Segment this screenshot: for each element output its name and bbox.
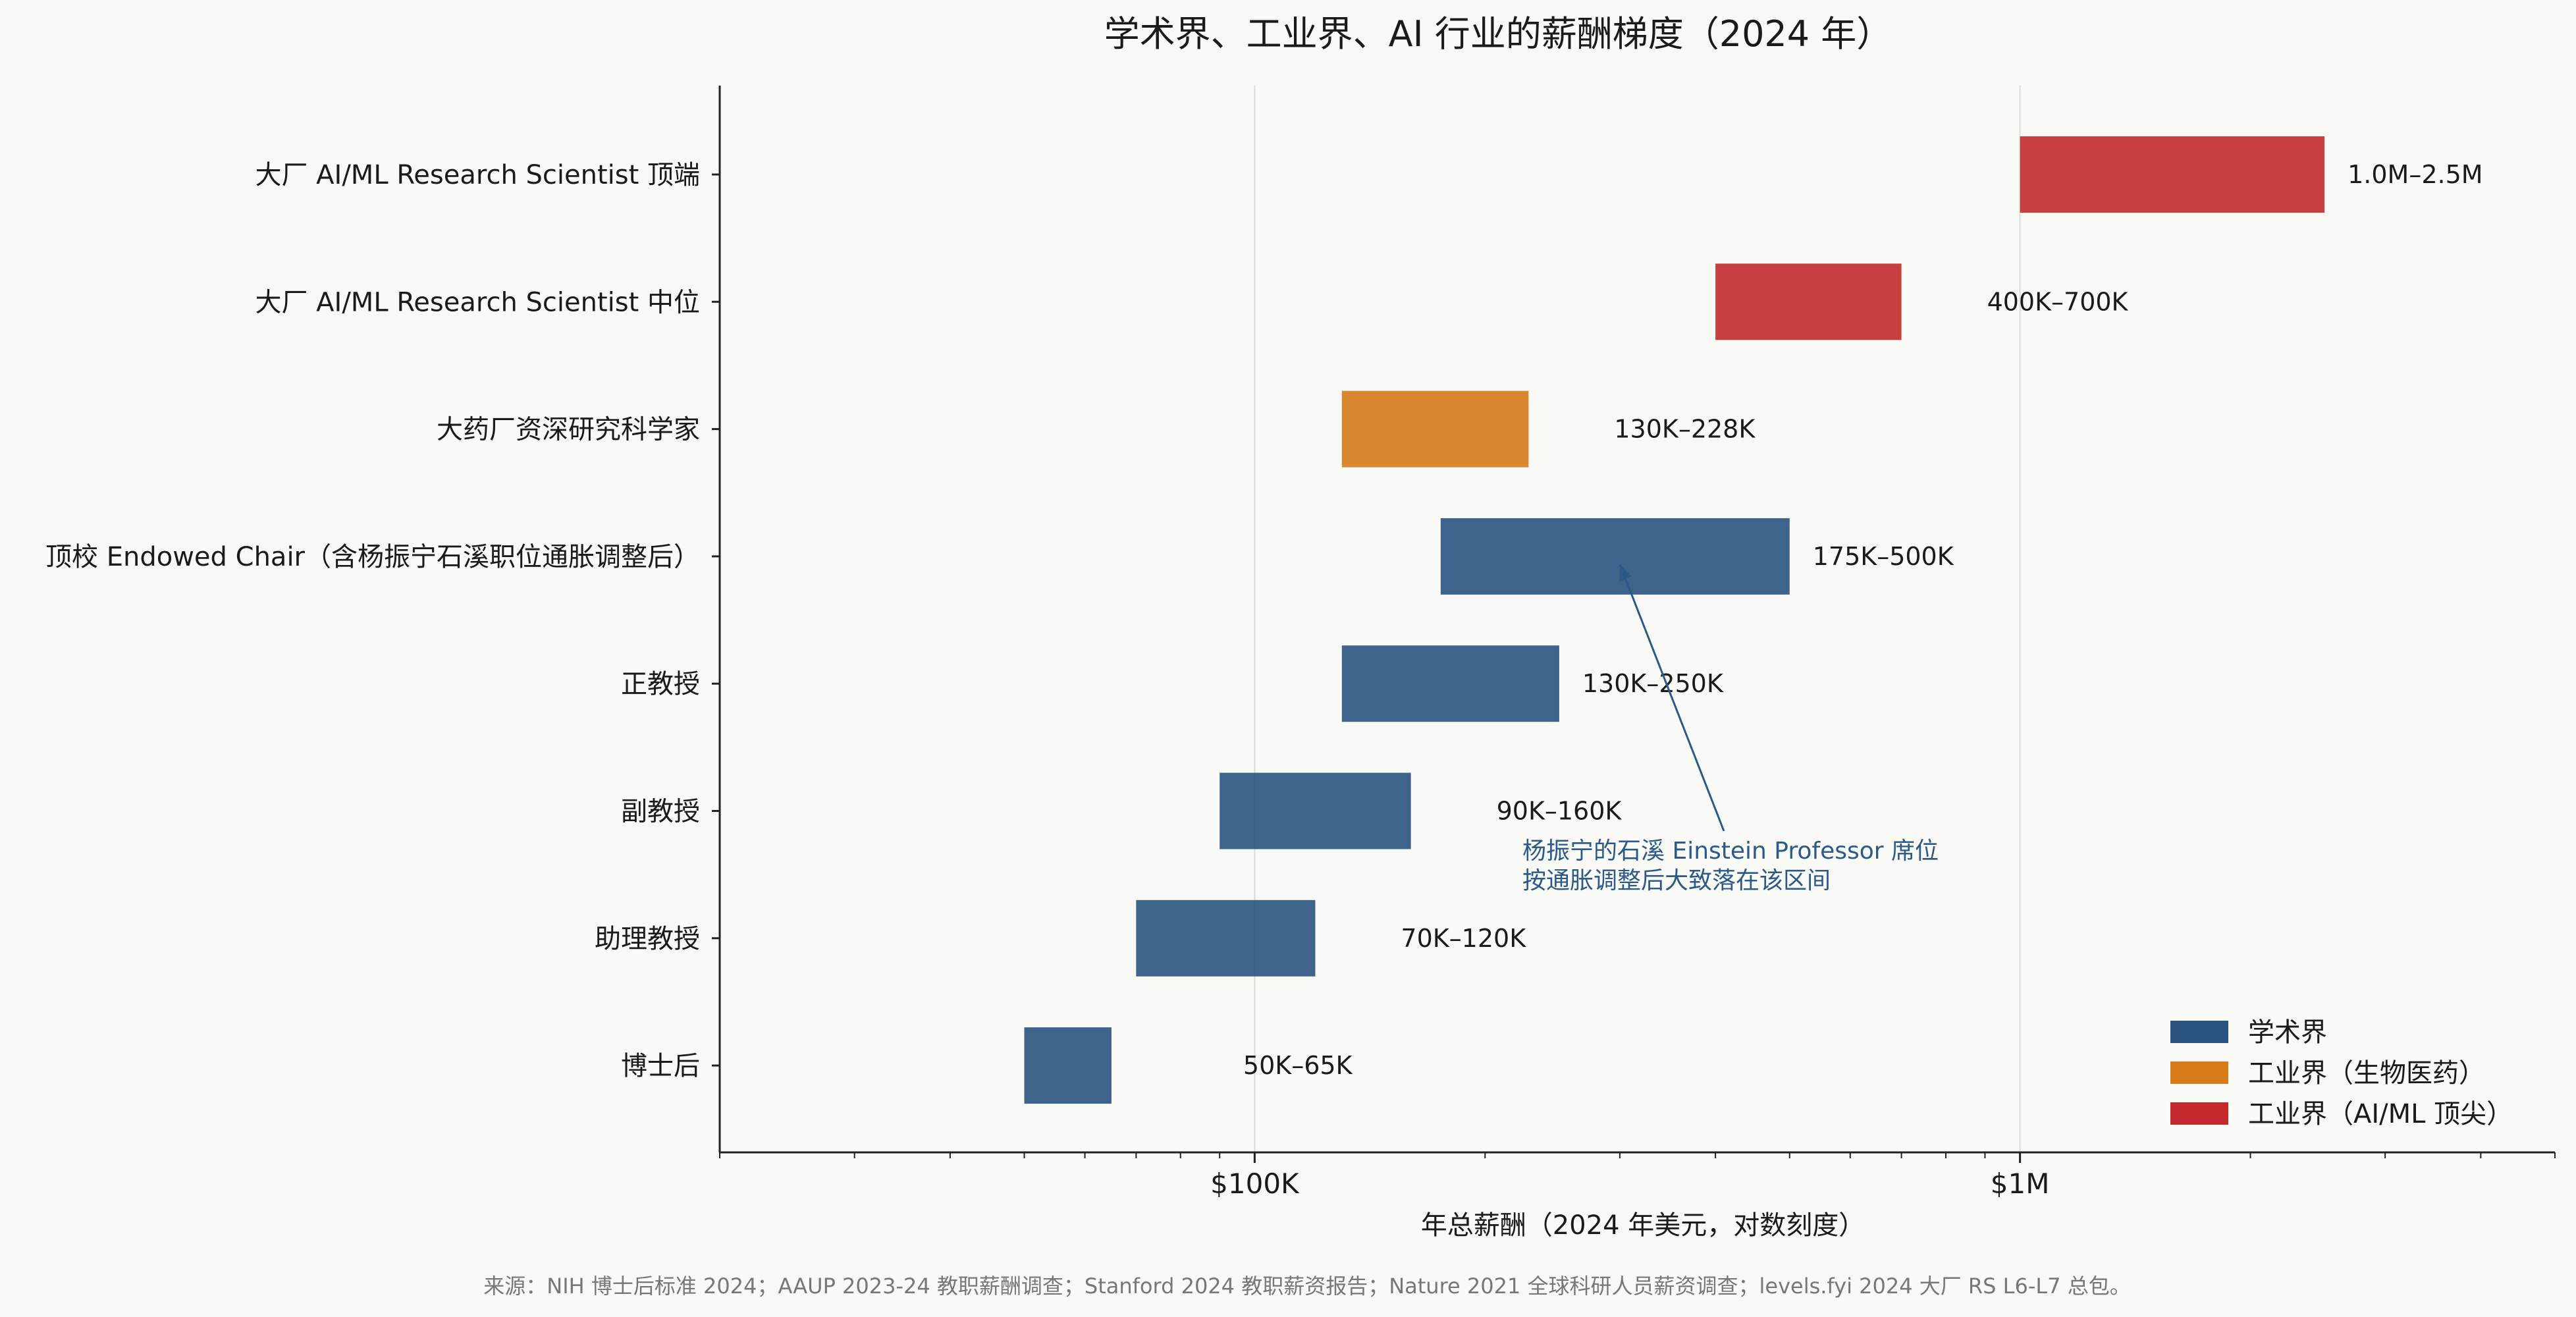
y-category-label: 副教授	[621, 797, 700, 827]
range-bar	[1341, 645, 1559, 722]
source-note: 来源：NIH 博士后标准 2024；AAUP 2023-24 教职薪酬调查；St…	[483, 1274, 2130, 1299]
bars-layer	[1024, 136, 2325, 1104]
range-bar	[1341, 390, 1529, 468]
bar-value-label: 130K–250K	[1582, 669, 1724, 698]
bar-value-label: 50K–65K	[1243, 1051, 1353, 1080]
y-category-label: 顶校 Endowed Chair（含杨振宁石溪职位通胀调整后）	[45, 542, 700, 572]
legend-label: 工业界（生物医药）	[2248, 1058, 2485, 1089]
labels-layer: 大厂 AI/ML Research Scientist 顶端 1.0M–2.5M 大…	[45, 160, 2483, 1081]
range-bar	[2020, 136, 2325, 213]
bar-value-label: 400K–700K	[1987, 287, 2129, 316]
y-category-label: 正教授	[621, 669, 700, 699]
axes-layer: $100K $1M	[712, 86, 2556, 1200]
range-bar	[1440, 518, 1790, 595]
legend-swatch	[2170, 1021, 2228, 1043]
legend-label: 工业界（AI/ML 顶尖）	[2248, 1099, 2513, 1129]
bar-value-label: 175K–500K	[1813, 542, 1954, 571]
x-axis-label: 年总薪酬（2024 年美元，对数刻度）	[1421, 1210, 1865, 1241]
y-category-label: 大药厂资深研究科学家	[437, 415, 700, 445]
y-category-label: 大厂 AI/ML Research Scientist 中位	[255, 287, 700, 317]
x-tick-label: $1M	[1991, 1168, 2050, 1200]
y-category-label: 助理教授	[595, 924, 700, 954]
legend-swatch	[2170, 1102, 2228, 1125]
legend-label: 学术界	[2248, 1017, 2327, 1048]
y-category-label: 博士后	[621, 1051, 700, 1081]
range-bar	[1220, 772, 1411, 849]
range-bar	[1024, 1027, 1112, 1104]
bar-value-label: 1.0M–2.5M	[2348, 160, 2482, 189]
y-category-label: 大厂 AI/ML Research Scientist 顶端	[255, 160, 700, 190]
bar-value-label: 90K–160K	[1497, 797, 1623, 826]
bar-value-label: 130K–228K	[1614, 415, 1756, 444]
annotation-arrowhead	[1619, 564, 1632, 581]
x-tick-label: $100K	[1210, 1168, 1300, 1200]
bar-value-label: 70K–120K	[1401, 924, 1526, 953]
annotation-text: 杨振宁的石溪 Einstein Professor 席位	[1522, 838, 1939, 865]
range-bar	[1715, 263, 1902, 340]
range-bar	[1136, 900, 1316, 977]
annotation-layer: 杨振宁的石溪 Einstein Professor 席位按通胀调整后大致落在该区…	[1522, 564, 1939, 894]
annotation-text: 按通胀调整后大致落在该区间	[1522, 867, 1831, 894]
annotation-arrow-line	[1619, 564, 1725, 832]
chart-title: 学术界、工业界、AI 行业的薪酬梯度（2024 年）	[1104, 13, 1892, 55]
legend-swatch	[2170, 1062, 2228, 1084]
